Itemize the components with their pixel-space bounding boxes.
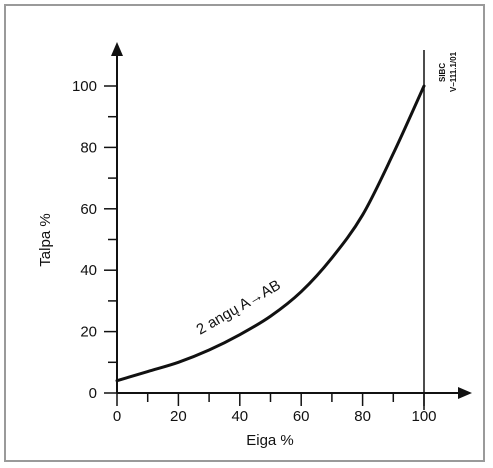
- y-tick-label: 0: [89, 385, 97, 402]
- y-tick-label: 40: [80, 262, 97, 279]
- x-tick-label: 100: [411, 408, 436, 425]
- doc-code-line-1: SIBC: [438, 63, 447, 82]
- doc-code-line-2: V–111.1/01: [449, 51, 458, 92]
- y-tick-label: 60: [80, 201, 97, 218]
- y-tick-label: 80: [80, 139, 97, 156]
- x-axis-title: Eiga %: [246, 432, 294, 449]
- x-axis-arrow: [458, 387, 472, 399]
- y-tick-label: 20: [80, 324, 97, 341]
- y-tick-label: 100: [72, 78, 97, 95]
- x-tick-label: 0: [113, 408, 121, 425]
- x-tick-label: 60: [293, 408, 310, 425]
- series-line: [115, 84, 426, 383]
- figure-frame: [4, 4, 485, 462]
- x-tick-label: 80: [354, 408, 371, 425]
- y-axis-arrow: [111, 42, 123, 56]
- y-axis-title: Talpa %: [37, 213, 54, 266]
- x-tick-label: 40: [231, 408, 248, 425]
- curve-annotation: 2 angų A→AB: [194, 277, 284, 339]
- x-tick-label: 20: [170, 408, 187, 425]
